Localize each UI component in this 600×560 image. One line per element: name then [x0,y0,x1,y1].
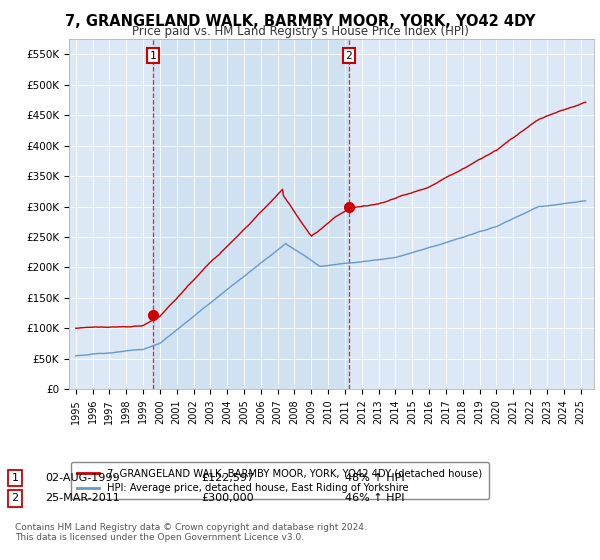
Legend: 7, GRANGELAND WALK, BARMBY MOOR, YORK, YO42 4DY (detached house), HPI: Average p: 7, GRANGELAND WALK, BARMBY MOOR, YORK, Y… [71,463,488,500]
Text: 2: 2 [11,493,19,503]
Text: 7, GRANGELAND WALK, BARMBY MOOR, YORK, YO42 4DY: 7, GRANGELAND WALK, BARMBY MOOR, YORK, Y… [65,14,535,29]
Text: 02-AUG-1999: 02-AUG-1999 [45,473,119,483]
Text: 48% ↑ HPI: 48% ↑ HPI [345,473,404,483]
Text: 1: 1 [11,473,19,483]
Text: 25-MAR-2011: 25-MAR-2011 [45,493,120,503]
Text: £300,000: £300,000 [201,493,254,503]
Text: 46% ↑ HPI: 46% ↑ HPI [345,493,404,503]
Text: £122,597: £122,597 [201,473,254,483]
Text: 2: 2 [346,50,352,60]
Bar [153,39,349,389]
Text: Price paid vs. HM Land Registry's House Price Index (HPI): Price paid vs. HM Land Registry's House … [131,25,469,38]
Text: Contains HM Land Registry data © Crown copyright and database right 2024.
This d: Contains HM Land Registry data © Crown c… [15,522,367,542]
Text: 1: 1 [149,50,156,60]
